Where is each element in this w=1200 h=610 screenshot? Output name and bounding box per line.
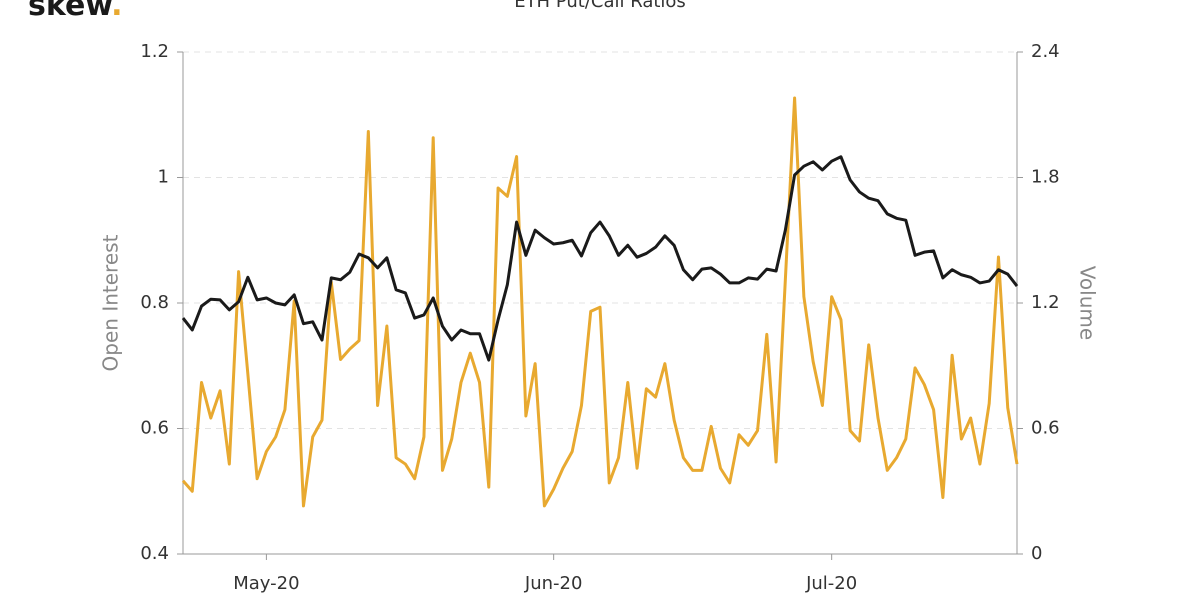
x-tick-label: Jul-20 (805, 573, 857, 594)
x-tick-label: Jun-20 (524, 573, 583, 594)
x-tick-label: May-20 (233, 573, 299, 594)
y2-tick-label: 1.8 (1031, 167, 1060, 188)
y2-tick-label: 2.4 (1031, 41, 1060, 62)
y2-axis-label: Volume (1076, 266, 1100, 340)
y-axis-label: Open Interest (99, 234, 123, 371)
series-line (181, 155, 1019, 362)
y2-tick-label: 0.6 (1031, 418, 1060, 439)
series-line (181, 96, 1019, 508)
logo-dot: . (111, 0, 122, 23)
y2-tick-label: 0 (1031, 543, 1042, 564)
y-tick-label: 0.6 (140, 418, 169, 439)
y-tick-label: 1 (158, 167, 169, 188)
y-tick-label: 1.2 (140, 41, 169, 62)
y-tick-label: 0.8 (140, 292, 169, 313)
logo: skew. (28, 0, 123, 23)
chart-title: ETH Put/Call Ratios (514, 0, 686, 12)
logo-text: skew (28, 0, 112, 23)
y-tick-label: 0.4 (140, 543, 169, 564)
y2-tick-label: 1.2 (1031, 292, 1060, 313)
